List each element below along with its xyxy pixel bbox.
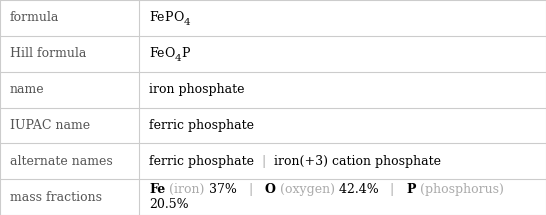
Text: ferric phosphate: ferric phosphate <box>149 119 254 132</box>
Text: 37%: 37% <box>205 183 236 197</box>
Text: O: O <box>173 11 183 25</box>
Text: |: | <box>378 183 407 197</box>
Text: 4: 4 <box>175 54 181 63</box>
Text: 4: 4 <box>183 18 190 27</box>
Text: name: name <box>10 83 44 96</box>
Text: formula: formula <box>10 11 59 25</box>
Text: (phosphorus): (phosphorus) <box>420 183 504 197</box>
Text: (oxygen): (oxygen) <box>280 183 335 197</box>
Text: Hill formula: Hill formula <box>10 47 86 60</box>
Text: iron phosphate: iron phosphate <box>149 83 245 96</box>
Text: P: P <box>164 11 173 25</box>
Text: O: O <box>164 47 175 60</box>
Text: (iron): (iron) <box>169 183 205 197</box>
Text: P: P <box>181 47 190 60</box>
Text: ferric phosphate: ferric phosphate <box>149 155 254 168</box>
Text: Fe: Fe <box>149 183 165 197</box>
Text: mass fractions: mass fractions <box>10 190 102 204</box>
Text: O: O <box>265 183 276 197</box>
Text: alternate names: alternate names <box>10 155 112 168</box>
Text: Fe: Fe <box>149 11 164 25</box>
Text: |: | <box>236 183 265 197</box>
Text: IUPAC name: IUPAC name <box>10 119 90 132</box>
Text: iron(+3) cation phosphate: iron(+3) cation phosphate <box>274 155 441 168</box>
Text: |: | <box>254 155 274 168</box>
Text: 42.4%: 42.4% <box>335 183 378 197</box>
Text: P: P <box>407 183 416 197</box>
Text: 20.5%: 20.5% <box>149 198 189 211</box>
Text: Fe: Fe <box>149 47 164 60</box>
